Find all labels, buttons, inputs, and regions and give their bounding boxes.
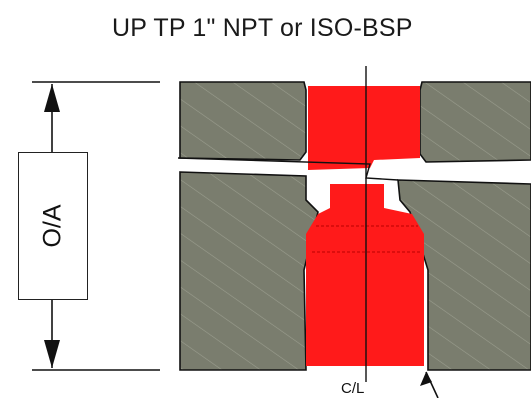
parting-line — [177, 157, 399, 181]
leader-arrowhead — [420, 372, 432, 386]
lower-plate-left — [179, 171, 319, 371]
dimension-label-box — [18, 152, 88, 300]
upper-plate-left — [179, 81, 307, 161]
bore-lower — [306, 184, 424, 366]
centerline-label: C/L — [341, 380, 365, 397]
dimension-label: O/A — [38, 204, 67, 248]
diagram-title: UP TP 1" NPT or ISO-BSP — [112, 14, 413, 42]
lower-plate-right — [397, 179, 531, 371]
dimension-arrow-down — [44, 340, 60, 368]
dimension-arrow-up — [44, 84, 60, 112]
bore-upper — [308, 86, 420, 170]
upper-plate-right — [419, 81, 531, 163]
